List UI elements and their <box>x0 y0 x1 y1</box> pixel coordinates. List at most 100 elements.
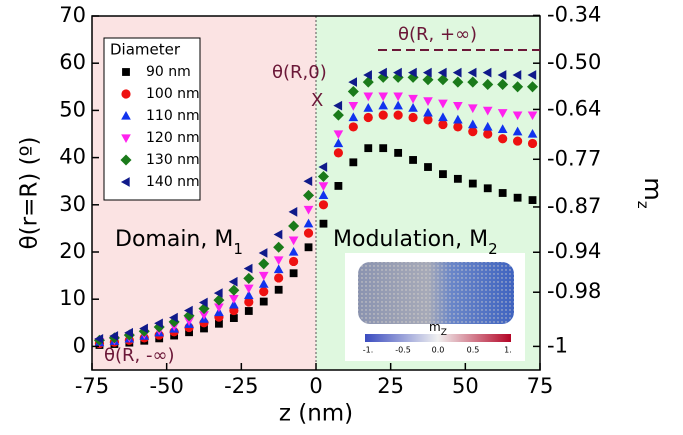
point <box>513 136 523 146</box>
point <box>497 109 508 118</box>
y2-tick-label: -0.64 <box>547 96 601 120</box>
point <box>452 76 464 88</box>
point <box>259 287 269 297</box>
domain-label-sub: 1 <box>233 240 243 258</box>
point <box>482 67 492 78</box>
point <box>185 328 193 337</box>
point <box>453 174 462 183</box>
colorbar-tick-label: 0.5 <box>467 346 480 355</box>
x-tick-label: -50 <box>150 374 184 398</box>
x-tick-label: -75 <box>75 374 109 398</box>
point <box>334 182 343 190</box>
point <box>258 248 268 258</box>
point <box>498 134 508 144</box>
point <box>274 285 283 294</box>
point <box>199 311 209 320</box>
point <box>423 97 433 107</box>
point <box>318 182 329 191</box>
legend-label: 100 nm <box>146 86 200 102</box>
point <box>362 76 374 88</box>
legend-item: 120 nm <box>121 130 200 146</box>
point <box>154 318 163 329</box>
point <box>273 241 285 253</box>
legend-item: 90 nm <box>122 64 191 80</box>
point <box>483 184 492 193</box>
x-tick-label: 25 <box>377 374 404 398</box>
point <box>273 256 284 266</box>
x-tick-label: 75 <box>527 374 554 398</box>
y2-tick-label: -0.94 <box>547 239 601 263</box>
point <box>273 264 284 274</box>
point <box>363 102 374 112</box>
point <box>303 205 314 215</box>
y-tick-label: 50 <box>59 97 86 121</box>
y2-tick-label: -0.50 <box>547 50 601 74</box>
point <box>512 126 523 136</box>
point <box>453 122 463 132</box>
point <box>422 67 432 78</box>
point <box>409 156 417 164</box>
point <box>424 163 432 171</box>
point <box>408 94 418 104</box>
point <box>258 271 269 281</box>
y-tick-label: 40 <box>59 145 86 169</box>
point <box>497 124 508 133</box>
point <box>318 200 329 210</box>
x-tick-label: 0 <box>309 374 322 398</box>
point <box>363 70 372 80</box>
point <box>121 110 131 120</box>
point <box>121 134 131 144</box>
point <box>512 111 523 121</box>
point <box>213 288 223 298</box>
point <box>259 297 268 306</box>
point <box>229 314 238 322</box>
y2-tick-label: -0.34 <box>547 2 601 26</box>
point <box>244 297 254 307</box>
modulation-label-sub: 2 <box>488 240 498 258</box>
point <box>303 218 314 228</box>
point <box>437 67 447 78</box>
point <box>512 70 522 80</box>
legend-item: 130 nm <box>120 152 200 168</box>
point <box>258 279 269 288</box>
point <box>408 102 418 112</box>
point <box>467 76 479 88</box>
legend-label: 110 nm <box>146 108 200 124</box>
point <box>273 229 283 240</box>
point <box>364 144 373 153</box>
legend-item: 100 nm <box>121 86 200 102</box>
point <box>378 67 387 78</box>
x-axis-label: z (nm) <box>279 401 353 427</box>
modulation-label: Modulation, M2 <box>333 227 498 258</box>
point <box>482 106 493 116</box>
y2-axis-label: mz <box>635 177 668 208</box>
point <box>527 111 538 121</box>
cylinder-texture <box>358 262 514 324</box>
point <box>333 148 343 158</box>
point <box>527 70 537 80</box>
point <box>303 228 314 238</box>
y2-tick-label: -0.87 <box>547 194 601 218</box>
point <box>527 81 539 93</box>
point <box>243 272 255 284</box>
point <box>228 284 240 296</box>
y-axis-label: θ(r=R) (º) <box>17 137 43 250</box>
domain-label-main: Domain, M <box>115 227 233 252</box>
point <box>408 67 417 78</box>
point <box>228 276 238 287</box>
point <box>348 77 358 87</box>
legend-item: 140 nm <box>120 174 200 190</box>
point <box>453 114 463 124</box>
point <box>348 112 359 122</box>
y-tick-label: 60 <box>59 50 86 74</box>
point <box>423 115 433 125</box>
point <box>422 74 434 86</box>
colorbar-tick-label: 1. <box>504 346 512 355</box>
point <box>198 297 208 308</box>
point <box>452 67 462 78</box>
y2-tick-label: -0.98 <box>547 279 601 303</box>
point <box>139 323 148 334</box>
point <box>332 109 344 121</box>
point <box>394 148 403 157</box>
legend-item: 110 nm <box>121 108 200 124</box>
